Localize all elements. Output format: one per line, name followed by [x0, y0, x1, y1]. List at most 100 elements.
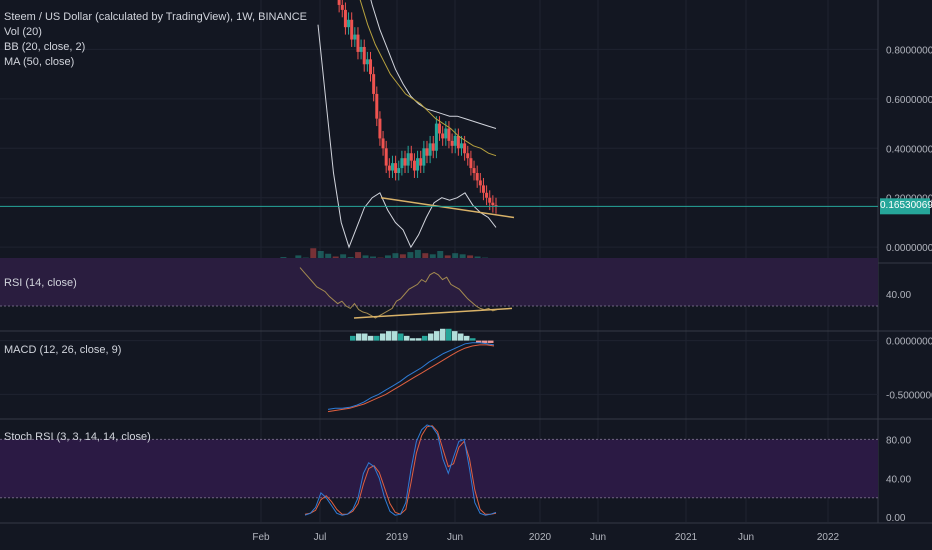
candle-body [488, 197, 492, 203]
macd-axis-label: -0.50000000 [886, 390, 932, 401]
candle-body [350, 19, 354, 40]
macd-histogram-bar [434, 331, 440, 341]
candle-body [381, 138, 385, 149]
candle-body [406, 153, 410, 166]
macd-histogram-bar [488, 340, 494, 343]
candle-body [403, 158, 407, 166]
candle-body [387, 165, 391, 171]
rsi-trendline [353, 307, 513, 319]
macd-line [327, 342, 495, 410]
macd-histogram-bar [428, 333, 434, 341]
price-trendline [380, 196, 515, 219]
candle-body [463, 143, 467, 154]
macd-histogram-bar [392, 331, 398, 341]
macd-histogram-bar [356, 333, 362, 341]
bollinger-lower-line [317, 24, 497, 249]
bollinger-upper-line [370, 0, 497, 129]
macd-histogram-bar [398, 333, 404, 341]
macd-histogram-bar [404, 335, 410, 341]
candle-body [372, 74, 376, 94]
time-axis-label: Feb [252, 532, 270, 543]
candle-body [425, 148, 429, 156]
volume-bar [310, 248, 317, 262]
macd-histogram-bar [380, 333, 386, 341]
macd-histogram-bar [464, 335, 470, 341]
stoch-axis-label: 0.00 [886, 513, 906, 524]
candle-body [459, 143, 463, 149]
macd-histogram-bar [422, 335, 428, 341]
macd-histogram-bar [476, 340, 482, 343]
candle-body [481, 185, 485, 193]
candle-body [416, 158, 420, 171]
candle-body [359, 46, 363, 52]
candle-body [447, 128, 451, 141]
candle-body [478, 180, 482, 186]
candle-body [438, 123, 442, 134]
candle-body [485, 192, 489, 198]
candle-body [356, 34, 360, 52]
candle-body [347, 19, 351, 28]
candle-body [412, 160, 416, 171]
volume-bar [414, 249, 421, 262]
candle-body [441, 133, 445, 139]
volume-bar [392, 253, 399, 262]
candle-body [469, 158, 473, 169]
volume-bar [437, 251, 444, 262]
macd-legend[interactable]: MACD (12, 26, close, 9) [4, 343, 121, 358]
candle-body [384, 148, 388, 166]
candle-body [362, 46, 366, 65]
time-axis-label: 2021 [675, 532, 698, 543]
candle-body [444, 128, 448, 139]
candle-body [456, 135, 460, 149]
candle-body [369, 59, 373, 75]
candle-body [340, 4, 344, 10]
price-pane-legend: Steem / US Dollar (calculated by Trading… [4, 10, 307, 70]
candle-body [434, 123, 438, 151]
volume-bar [355, 252, 362, 262]
rsi-label[interactable]: RSI (14, close) [4, 277, 77, 289]
volume-indicator-label[interactable]: Vol (20) [4, 26, 42, 38]
macd-histogram-bar [368, 335, 374, 341]
macd-histogram-bar [410, 338, 416, 341]
candle-body [397, 168, 401, 174]
volume-bar [452, 253, 459, 262]
candle-body [419, 158, 423, 166]
moving-average-line [359, 0, 497, 157]
stoch-rsi-legend[interactable]: Stoch RSI (3, 3, 14, 14, close) [4, 430, 151, 445]
time-axis-label: 2020 [529, 532, 552, 543]
candle-body [343, 9, 347, 28]
stoch-k-line [304, 424, 497, 516]
macd-label[interactable]: MACD (12, 26, close, 9) [4, 344, 122, 356]
candle-body [475, 173, 479, 181]
macd-histogram-bar [386, 331, 392, 341]
macd-axis-label: 0.00000000 [886, 337, 932, 348]
time-axis-label: 2019 [386, 532, 409, 543]
rsi-legend[interactable]: RSI (14, close) [4, 276, 77, 291]
macd-histogram-bar [470, 338, 476, 341]
macd-histogram-bar [362, 333, 368, 341]
moving-average-label[interactable]: MA (50, close) [4, 56, 75, 68]
rsi-axis-label: 40.00 [886, 290, 911, 301]
macd-histogram-bar [416, 338, 422, 341]
macd-histogram-bar [452, 331, 458, 341]
bollinger-bands-label[interactable]: BB (20, close, 2) [4, 41, 86, 53]
rsi-band [0, 258, 878, 306]
last-price-tag-bg [880, 198, 930, 215]
candle-body [409, 153, 413, 161]
candle-body [491, 202, 495, 206]
candle-body [422, 148, 426, 166]
macd-histogram-bar [446, 328, 452, 341]
symbol-title[interactable]: Steem / US Dollar (calculated by Trading… [4, 11, 308, 23]
macd-histogram-bar [458, 333, 464, 341]
time-axis-label: Jun [590, 532, 606, 543]
macd-histogram-bar [440, 328, 446, 341]
time-axis-label: Jun [738, 532, 754, 543]
candle-body [428, 143, 432, 156]
candle-body [365, 59, 369, 65]
volume-bar [407, 252, 414, 262]
candle-body [337, 0, 341, 5]
price-axis-label: 0.00000000 [886, 243, 932, 254]
stoch-rsi-label[interactable]: Stoch RSI (3, 3, 14, 14, close) [4, 431, 151, 443]
